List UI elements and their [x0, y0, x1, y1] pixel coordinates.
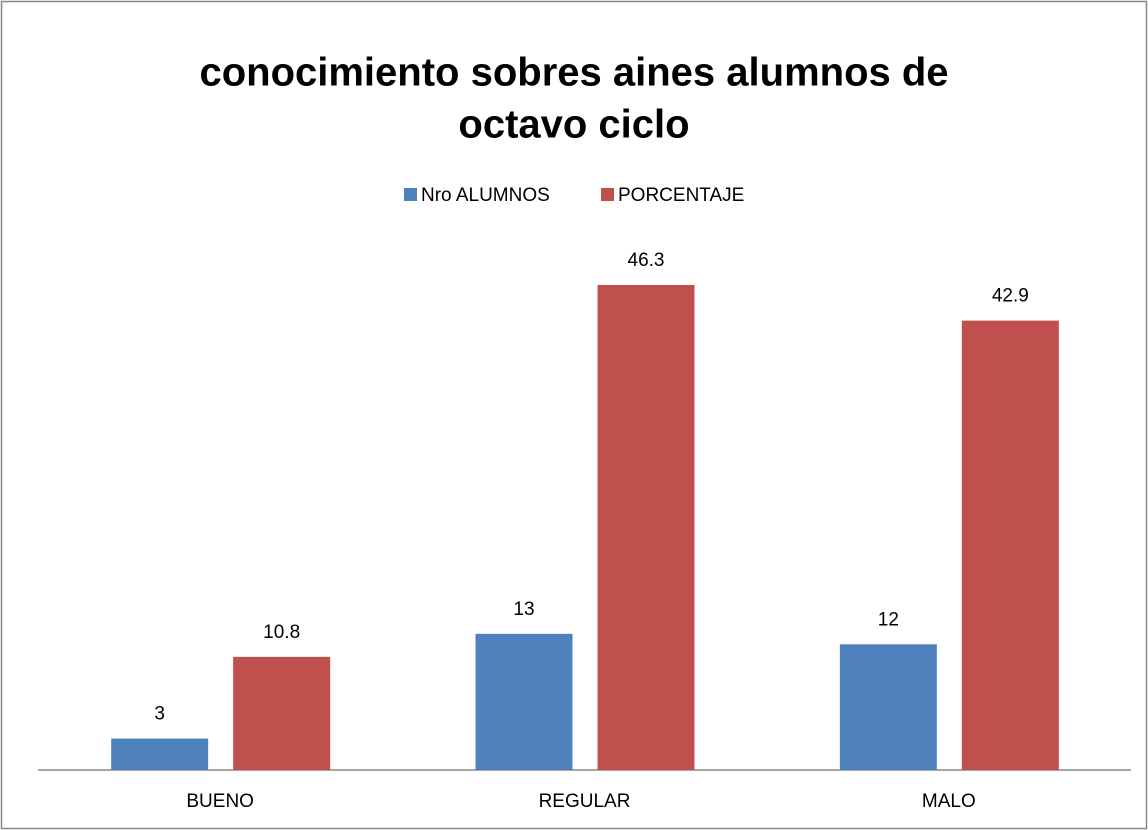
data-label: 12 [878, 609, 899, 630]
data-label: 13 [513, 599, 534, 620]
bar [475, 633, 573, 770]
chart-title: conocimiento sobres aines alumnos de [199, 51, 948, 95]
x-tick-label: BUENO [186, 791, 254, 812]
bar [839, 644, 937, 770]
chart-title: octavo ciclo [458, 103, 689, 147]
legend-label: PORCENTAJE [618, 185, 744, 206]
x-tick-label: REGULAR [539, 791, 631, 812]
legend-label: Nro ALUMNOS [421, 185, 550, 206]
bar [597, 285, 695, 770]
bar [233, 656, 331, 770]
data-label: 46.3 [628, 250, 665, 271]
x-tick-label: MALO [922, 791, 976, 812]
legend-swatch [404, 188, 417, 201]
bar [111, 738, 209, 770]
data-label: 42.9 [992, 286, 1029, 307]
legend-swatch [601, 188, 614, 201]
data-label: 10.8 [263, 622, 300, 643]
bar [961, 320, 1059, 770]
data-label: 3 [154, 704, 165, 725]
